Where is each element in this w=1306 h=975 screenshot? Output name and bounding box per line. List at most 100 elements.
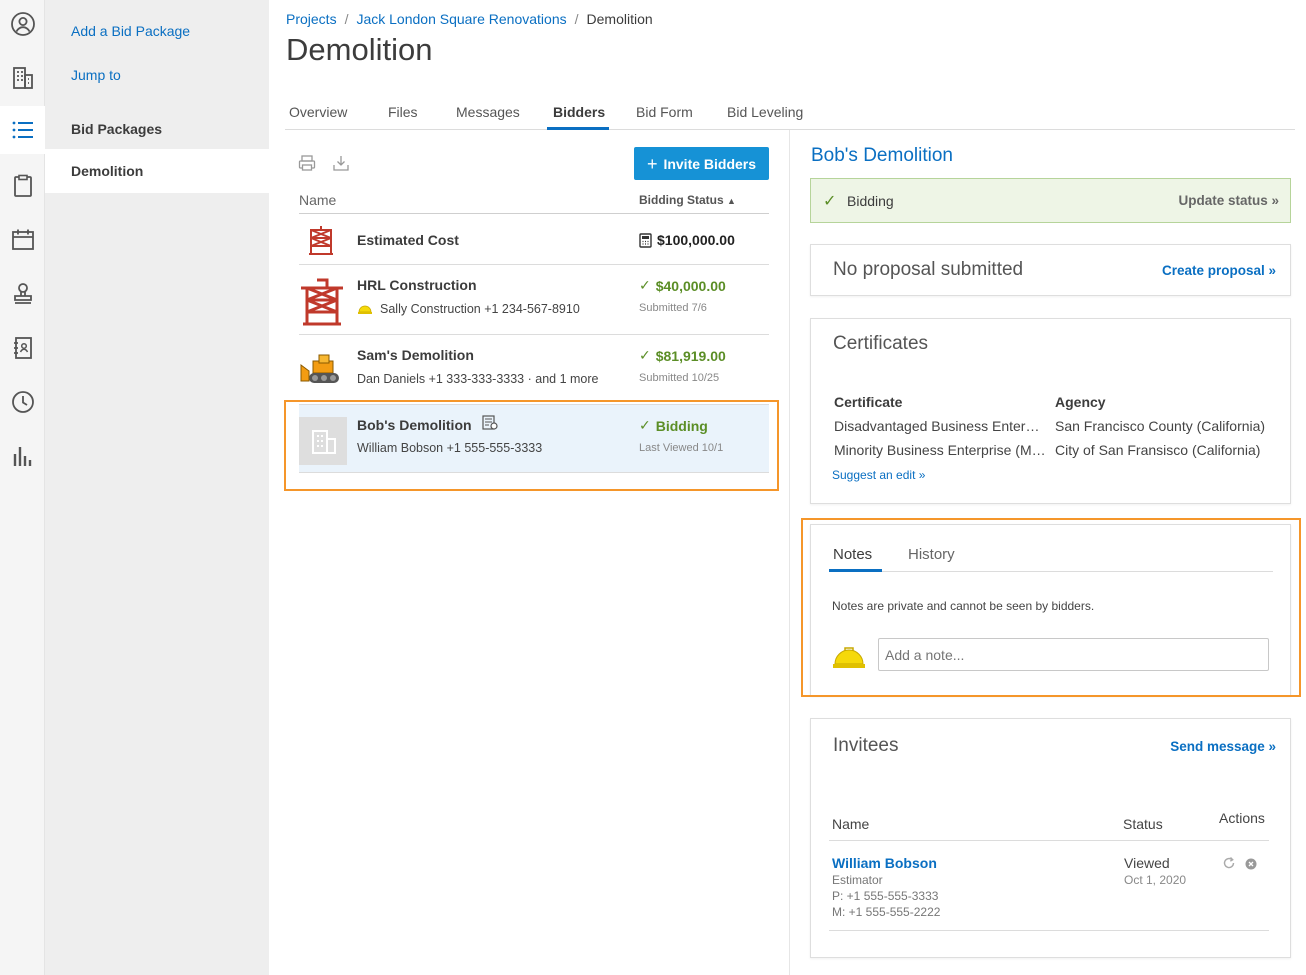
- list-item-contact: Dan Daniels +1 333-333-3333 · and 1 more: [357, 372, 599, 386]
- invitee-status-date: Oct 1, 2020: [1124, 873, 1187, 887]
- bidding-status: Bidding: [655, 417, 708, 434]
- send-message-link[interactable]: Send message »: [1170, 739, 1276, 754]
- list-item-contact: Sally Construction +1 234-567-8910: [380, 302, 580, 316]
- invitee-role: Estimator: [832, 873, 883, 887]
- create-proposal-link[interactable]: Create proposal »: [1161, 263, 1276, 278]
- status-banner: ✓ Bidding Update status »: [810, 178, 1291, 223]
- list-item-selected[interactable]: Bob's Demolition William Bobson +1 555-5…: [299, 405, 769, 473]
- list-item-name: HRL Construction: [357, 277, 477, 293]
- profile-icon[interactable]: [0, 2, 45, 46]
- bidder-title[interactable]: Bob's Demolition: [811, 145, 953, 166]
- breadcrumb-projects[interactable]: Projects: [286, 11, 337, 27]
- invitee-phone: P: +1 555-555-3333: [832, 889, 939, 903]
- add-bid-package-link[interactable]: Add a Bid Package: [71, 23, 191, 39]
- invitees-row-divider: [829, 930, 1269, 931]
- certificate-agency: City of San Fransisco (California): [1055, 442, 1261, 458]
- certificates-title: Certificates: [833, 333, 929, 354]
- bulldozer-logo-icon: [300, 354, 339, 383]
- tab-bid-form[interactable]: Bid Form: [636, 104, 693, 120]
- highlight-box: [801, 518, 1301, 697]
- list-item-date: Submitted 10/25: [639, 372, 720, 384]
- list-item[interactable]: HRL Construction Sally Construction +1 2…: [299, 265, 769, 335]
- invitees-header-divider: [829, 840, 1269, 841]
- column-actions: Actions: [1219, 810, 1265, 826]
- print-icon[interactable]: [298, 154, 316, 177]
- update-status-link[interactable]: Update status »: [1178, 193, 1279, 208]
- icon-rail: [0, 0, 45, 975]
- breadcrumb-project[interactable]: Jack London Square Renovations: [356, 11, 567, 27]
- highlight-box: [284, 400, 779, 491]
- tab-files[interactable]: Files: [388, 104, 418, 120]
- placeholder-building-icon: [299, 417, 347, 465]
- resend-icon[interactable]: [1222, 856, 1236, 875]
- page-title: Demolition: [286, 32, 433, 67]
- list-item-name: Estimated Cost: [357, 232, 459, 248]
- jump-to-link[interactable]: Jump to: [71, 67, 121, 83]
- column-name[interactable]: Name: [299, 192, 337, 208]
- calendar-icon[interactable]: [0, 218, 45, 262]
- panel-divider: [789, 130, 790, 975]
- calculator-icon: [639, 232, 652, 248]
- download-icon[interactable]: [332, 154, 350, 177]
- column-name: Name: [832, 816, 870, 832]
- column-agency: Agency: [1055, 394, 1106, 410]
- bid-packages-heading[interactable]: Bid Packages: [71, 121, 163, 137]
- proposal-card: No proposal submitted Create proposal »: [810, 244, 1291, 296]
- check-icon: ✓: [823, 193, 837, 210]
- certificate-icon: [482, 415, 498, 436]
- active-tab-indicator: [829, 569, 882, 572]
- tab-notes[interactable]: Notes: [833, 546, 873, 563]
- certificates-card: Certificates Certificate Agency Disadvan…: [810, 318, 1291, 504]
- clock-icon[interactable]: [0, 380, 45, 424]
- tab-bidders[interactable]: Bidders: [553, 104, 606, 120]
- invitee-name-link[interactable]: William Bobson: [832, 855, 937, 871]
- invitee-mobile: M: +1 555-555-2222: [832, 905, 941, 919]
- suggest-edit-link[interactable]: Suggest an edit »: [832, 468, 926, 482]
- list-item-name: Bob's Demolition: [357, 417, 472, 433]
- column-bidding-status[interactable]: Bidding Status ▲: [639, 193, 736, 207]
- invitees-card: Invitees Send message » Name Status Acti…: [810, 718, 1291, 958]
- certificate-name: Minority Business Enterprise (MBE): [834, 442, 1046, 458]
- list-item-contact: William Bobson +1 555-555-3333: [357, 441, 543, 455]
- crane-logo-icon: [301, 278, 343, 326]
- invitee-status: Viewed: [1124, 855, 1170, 871]
- tab-messages[interactable]: Messages: [456, 104, 520, 120]
- check-icon: ✓: [639, 347, 651, 363]
- proposal-status: No proposal submitted: [833, 259, 1024, 280]
- bar-chart-icon[interactable]: [0, 434, 45, 478]
- list-item[interactable]: Estimated Cost $100,000.00: [299, 215, 769, 265]
- column-status: Status: [1123, 816, 1163, 832]
- check-icon: ✓: [639, 277, 651, 293]
- check-icon: ✓: [639, 417, 651, 433]
- tab-history[interactable]: History: [908, 546, 955, 563]
- breadcrumb: Projects / Jack London Square Renovations /…: [286, 11, 653, 27]
- invitees-title: Invitees: [833, 735, 899, 756]
- notes-card: Notes History Notes are private and cann…: [810, 524, 1291, 696]
- estimated-cost-value: $100,000.00: [657, 232, 735, 248]
- clipboard-icon[interactable]: [0, 164, 45, 208]
- active-tab-indicator: [547, 127, 609, 130]
- sort-asc-icon: ▲: [727, 196, 736, 206]
- remove-icon[interactable]: [1245, 857, 1257, 875]
- tab-bar: Overview Files Messages Bidders Bid Form…: [285, 94, 1295, 130]
- column-certificate: Certificate: [834, 394, 903, 410]
- invite-bidders-button[interactable]: + Invite Bidders: [634, 147, 769, 180]
- list-icon[interactable]: [0, 106, 45, 154]
- bid-amount: $40,000.00: [655, 277, 726, 294]
- hardhat-avatar-icon: [831, 638, 867, 679]
- address-book-icon[interactable]: [0, 326, 45, 370]
- bid-package-sidebar: Add a Bid Package Jump to Bid Packages D…: [45, 0, 269, 975]
- column-bidding-status-label: Bidding Status: [639, 193, 724, 207]
- tab-overview[interactable]: Overview: [289, 104, 348, 120]
- list-item-name: Sam's Demolition: [357, 347, 474, 363]
- list-item-date: Last Viewed 10/1: [639, 442, 724, 454]
- tab-bid-leveling[interactable]: Bid Leveling: [727, 104, 804, 120]
- notes-info: Notes are private and cannot be seen by …: [832, 599, 1095, 613]
- stamp-icon[interactable]: [0, 272, 45, 316]
- sidebar-item-demolition[interactable]: Demolition: [45, 149, 269, 193]
- crane-logo-icon: [309, 226, 333, 255]
- building-icon[interactable]: [0, 56, 45, 100]
- hardhat-avatar-icon: [357, 301, 373, 322]
- list-item[interactable]: Sam's Demolition Dan Daniels +1 333-333-…: [299, 335, 769, 405]
- note-input[interactable]: [878, 638, 1269, 671]
